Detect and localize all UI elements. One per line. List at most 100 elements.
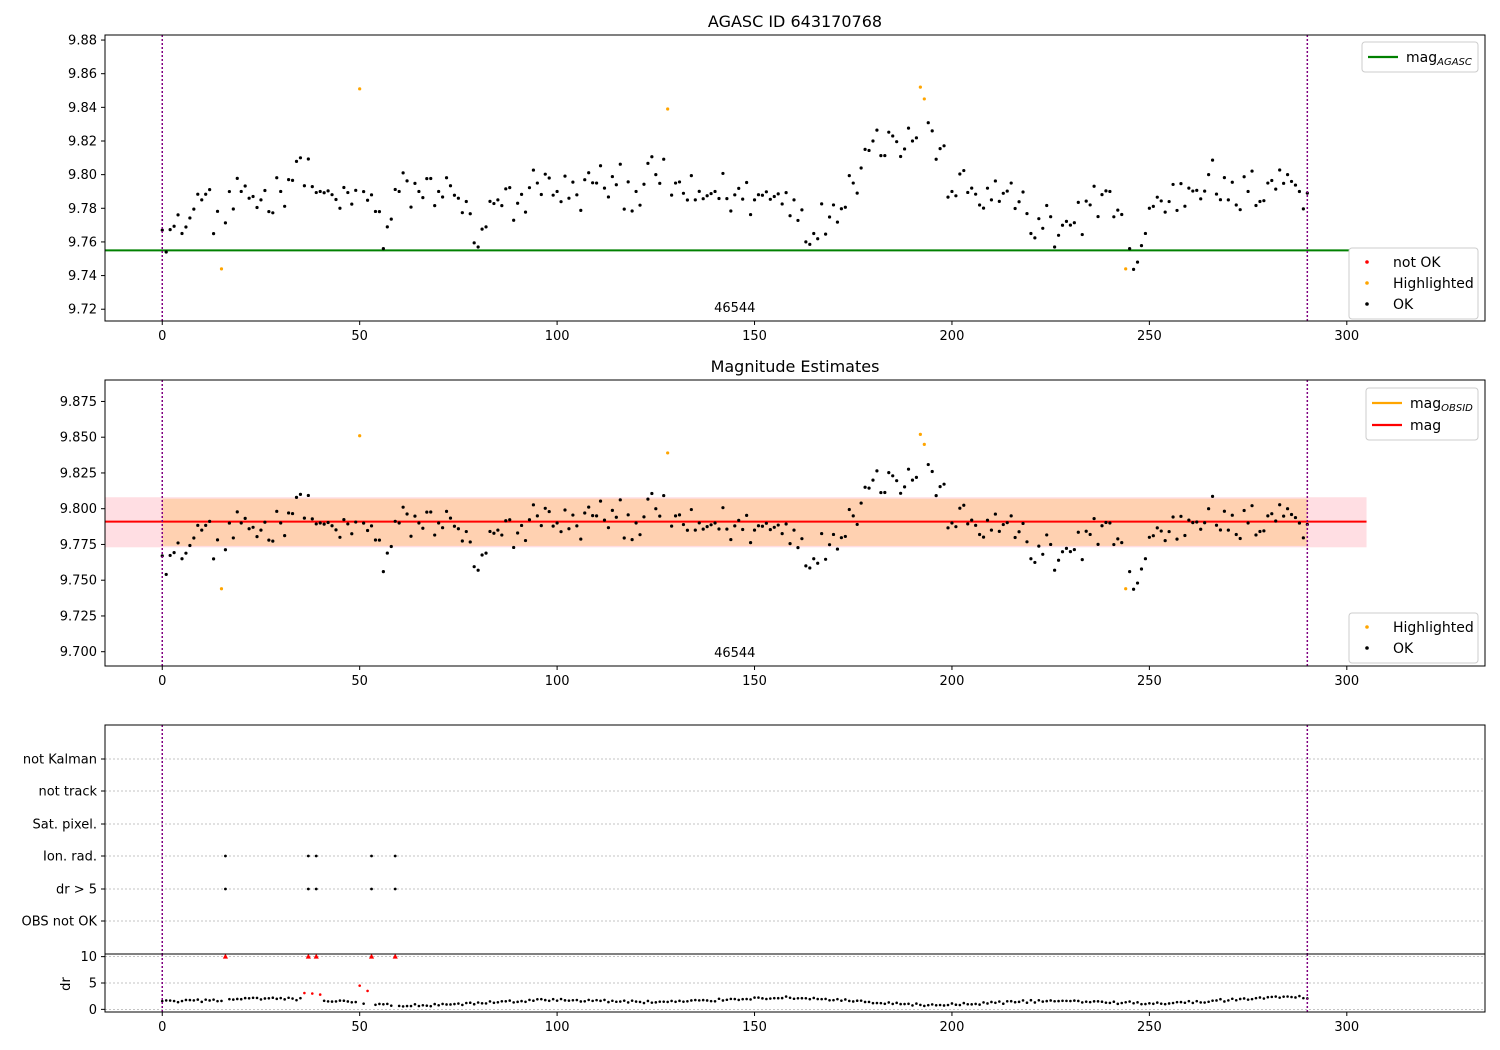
dr-point	[571, 998, 575, 1002]
ok-point	[456, 527, 460, 531]
ok-point	[954, 194, 958, 198]
ok-point	[437, 521, 441, 525]
dr-point	[512, 1001, 515, 1004]
ok-point	[1072, 221, 1076, 225]
ok-point	[393, 519, 397, 523]
ok-point	[1187, 186, 1191, 190]
legend-label: magAGASC	[1406, 50, 1472, 68]
ok-point	[610, 508, 614, 512]
ok-point	[1092, 184, 1096, 188]
ok-point	[1250, 169, 1254, 173]
dr-point	[516, 1000, 519, 1004]
ok-point	[737, 186, 741, 191]
ok-point	[1214, 523, 1219, 527]
dr-point	[295, 998, 298, 1002]
dr-point	[1073, 999, 1076, 1002]
ok-point	[816, 237, 820, 241]
flag-label: dr > 5	[56, 883, 97, 898]
ok-point	[610, 174, 614, 179]
ok-point	[993, 179, 997, 183]
ok-point	[594, 514, 599, 518]
ok-point	[958, 172, 962, 176]
x-tick-label: 250	[1137, 1020, 1162, 1035]
ok-point	[693, 198, 697, 202]
ok-point	[401, 505, 405, 509]
ok-point	[381, 247, 385, 251]
ok-point	[741, 527, 745, 532]
dr-point	[389, 1004, 393, 1007]
dr-point	[1215, 999, 1218, 1002]
ok-point	[934, 157, 938, 161]
ok-point	[318, 521, 322, 525]
highlighted-point	[219, 267, 224, 271]
ok-point	[381, 570, 385, 574]
ok-point	[1230, 513, 1234, 517]
ok-point	[267, 209, 271, 214]
ok-point	[938, 485, 942, 489]
x-tick-label: 100	[545, 674, 570, 689]
x-tick-label: 100	[545, 329, 570, 344]
x-tick-label: 50	[351, 674, 368, 689]
ok-point	[906, 126, 911, 130]
ok-point	[906, 467, 911, 471]
ok-point	[176, 213, 180, 217]
ok-point	[902, 147, 907, 151]
ok-point	[895, 140, 899, 144]
ok-point	[1076, 530, 1080, 534]
ok-point	[748, 212, 753, 217]
ok-point	[409, 205, 413, 209]
ok-point	[543, 172, 547, 176]
dr-point	[555, 999, 559, 1002]
dr-point	[1230, 997, 1234, 1001]
ok-point	[433, 533, 437, 537]
ok-point	[1210, 494, 1215, 498]
ok-point	[1033, 236, 1037, 240]
dr-point	[998, 1000, 1001, 1003]
ok-point	[200, 198, 204, 202]
ok-point	[1108, 521, 1112, 525]
dr-point	[228, 997, 231, 1001]
dr-point	[792, 997, 796, 1001]
ok-point	[1147, 206, 1151, 210]
ok-point	[812, 231, 816, 236]
dr-point	[1080, 1001, 1084, 1004]
ok-point	[926, 462, 930, 467]
ok-point	[563, 174, 567, 178]
dr-point	[1025, 1001, 1029, 1005]
ok-point	[547, 509, 551, 514]
dr-clipped-marker	[392, 953, 398, 959]
dr-point	[1120, 1001, 1124, 1005]
ok-point	[626, 513, 630, 517]
dr-point	[1183, 1001, 1187, 1005]
ok-point	[314, 190, 318, 195]
ok-point	[287, 178, 291, 182]
ok-point	[827, 543, 832, 547]
flag-point	[370, 887, 373, 891]
ok-point	[914, 475, 919, 480]
ok-point	[330, 193, 334, 197]
ok-point	[464, 529, 468, 534]
ok-point	[1258, 529, 1262, 534]
ok-point	[1001, 522, 1005, 527]
ok-point	[239, 189, 243, 194]
obsid-annotation-1: 46544	[714, 301, 755, 316]
dr-point	[1250, 997, 1254, 1001]
dr-point	[1144, 1002, 1147, 1006]
ok-point	[263, 188, 267, 193]
ok-point	[867, 486, 871, 490]
ok-point	[1262, 529, 1266, 533]
ok-point	[729, 209, 733, 213]
ok-point	[748, 541, 753, 545]
ok-point	[310, 517, 314, 521]
x-tick-label: 0	[158, 329, 166, 344]
ok-point	[591, 181, 595, 185]
ok-point	[484, 225, 488, 229]
dr-point	[832, 998, 835, 1002]
ok-point	[551, 524, 555, 528]
dr-point	[970, 1003, 973, 1006]
ok-point	[685, 198, 690, 202]
ok-point	[160, 554, 164, 558]
ok-point	[1096, 214, 1100, 219]
dr-point	[500, 999, 504, 1003]
dr-point	[915, 1002, 918, 1005]
